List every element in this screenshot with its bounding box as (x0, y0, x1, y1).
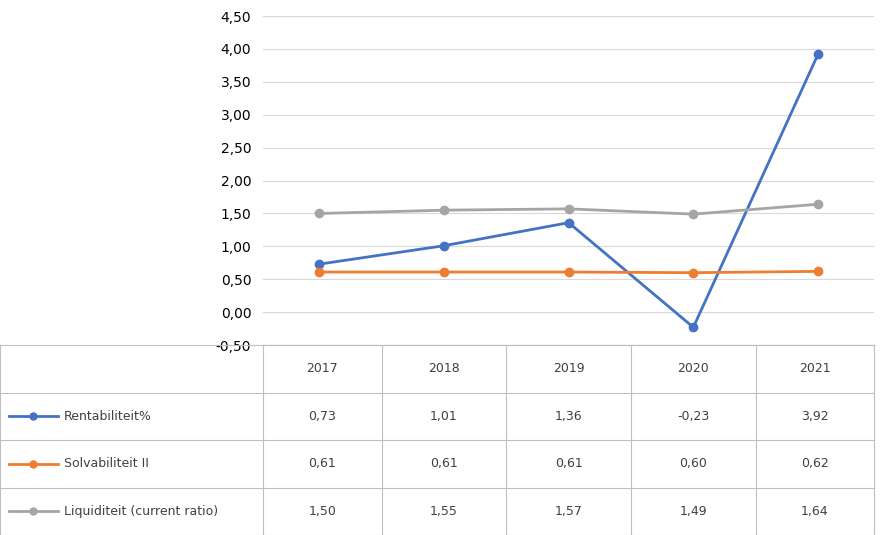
Text: 1,36: 1,36 (555, 410, 582, 423)
Text: 0,61: 0,61 (309, 457, 336, 470)
Text: 0,61: 0,61 (555, 457, 582, 470)
Text: Liquiditeit (current ratio): Liquiditeit (current ratio) (64, 505, 219, 518)
Text: 2020: 2020 (677, 362, 709, 376)
Text: -0,23: -0,23 (677, 410, 709, 423)
Text: 0,73: 0,73 (309, 410, 336, 423)
Text: 2019: 2019 (553, 362, 584, 376)
Text: 0,60: 0,60 (680, 457, 707, 470)
Text: 1,57: 1,57 (555, 505, 582, 518)
Text: Solvabiliteit II: Solvabiliteit II (64, 457, 149, 470)
Text: 1,01: 1,01 (430, 410, 458, 423)
Text: 1,49: 1,49 (680, 505, 707, 518)
Text: 2017: 2017 (307, 362, 338, 376)
Text: 0,61: 0,61 (430, 457, 458, 470)
Text: 2021: 2021 (799, 362, 830, 376)
Text: Rentabiliteit%: Rentabiliteit% (64, 410, 153, 423)
Text: 0,62: 0,62 (801, 457, 829, 470)
Text: 1,64: 1,64 (801, 505, 829, 518)
Text: 1,55: 1,55 (430, 505, 458, 518)
Text: 2018: 2018 (428, 362, 460, 376)
Text: 3,92: 3,92 (801, 410, 829, 423)
Text: 1,50: 1,50 (309, 505, 336, 518)
